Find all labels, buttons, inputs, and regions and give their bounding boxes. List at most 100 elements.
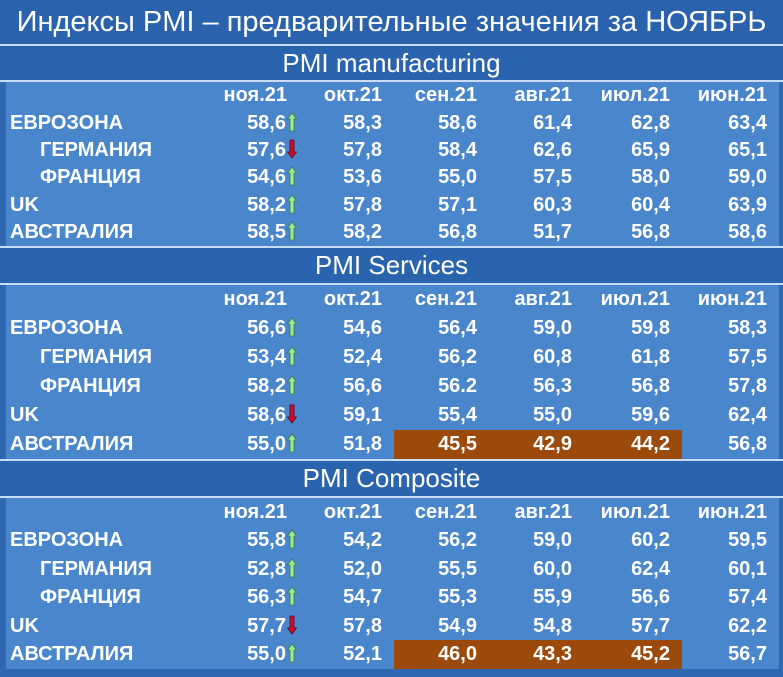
cell-value: 56,7 — [728, 642, 767, 665]
table-cell: 55,9 — [489, 584, 584, 612]
column-header: ноя.21 — [223, 501, 287, 524]
up-arrow-icon — [287, 166, 297, 186]
cell-value: 42,9 — [533, 433, 572, 456]
table-cell: 52,4 — [299, 343, 394, 372]
row-label: ФРАНЦИЯ — [40, 586, 141, 609]
cell-value: 58,5 — [247, 221, 286, 244]
table-cell: 60,2 — [584, 527, 682, 555]
cell-value: 61,4 — [533, 111, 572, 134]
cell-value: 62,8 — [631, 111, 670, 134]
header-blank — [6, 498, 204, 526]
table-cell: 62,4 — [584, 555, 682, 583]
cell-value: 63,4 — [728, 111, 767, 134]
table-cell: 57,8 — [299, 612, 394, 640]
row-label: АВСТРАЛИЯ — [10, 221, 134, 244]
table-cell: 55,5 — [394, 555, 489, 583]
cell-value: 56,8 — [728, 433, 767, 456]
table-row: ФРАНЦИЯ 56,3 54,7 55,3 55,9 56,6 57,4 — [6, 584, 779, 612]
cell-value: 60,0 — [533, 557, 572, 580]
cell-value: 57,1 — [438, 193, 477, 216]
table-cell: 56,8 — [394, 219, 489, 246]
table-cell: 61,4 — [489, 109, 584, 136]
cell-value: 52,0 — [343, 557, 382, 580]
table-cell: 57,8 — [299, 192, 394, 219]
row-label: АВСТРАЛИЯ — [10, 642, 134, 665]
table-row: ЕВРОЗОНА 55,8 54,2 56,2 59,0 60,2 59,5 — [6, 527, 779, 555]
column-header: ноя.21 — [223, 288, 287, 311]
table-cell: 56,4 — [394, 314, 489, 343]
table-cell: 58,2 — [204, 192, 299, 219]
table-cell: 57,7 — [204, 612, 299, 640]
cell-value: 54,9 — [438, 614, 477, 637]
header-blank — [6, 82, 204, 109]
table-cell: 58,6 — [394, 109, 489, 136]
down-arrow-icon — [287, 404, 297, 425]
cell-value: 52,8 — [247, 557, 286, 580]
row-label: UK — [10, 614, 39, 637]
cell-value: 55,0 — [533, 404, 572, 427]
cell-value: 44,2 — [631, 433, 670, 456]
cell-value: 58,2 — [247, 193, 286, 216]
up-arrow-icon — [287, 221, 297, 241]
up-arrow-icon — [287, 317, 297, 337]
up-arrow-icon — [287, 375, 297, 395]
cell-value: 55,0 — [247, 642, 286, 665]
cell-value: 56,8 — [631, 221, 670, 244]
cell-value: 45,5 — [438, 433, 477, 456]
table-cell: 58,0 — [584, 164, 682, 191]
cell-value: 46,0 — [438, 642, 477, 665]
table-cell: 65,9 — [584, 137, 682, 164]
cell-value: 62,2 — [728, 614, 767, 637]
cell-value: 57,4 — [728, 586, 767, 609]
column-header: июл.21 — [600, 501, 670, 524]
cell-value: 56,6 — [631, 586, 670, 609]
table-cell: 65,1 — [682, 137, 779, 164]
table-cell: 59,1 — [299, 401, 394, 430]
table-cell: 51,8 — [299, 430, 394, 459]
table-cell: 52,1 — [299, 640, 394, 668]
table-cell: 45,5 — [394, 430, 489, 460]
row-label: ГЕРМАНИЯ — [40, 346, 153, 369]
table-cell: 59,8 — [584, 314, 682, 343]
column-header: окт.21 — [323, 84, 382, 107]
cell-value: 55,0 — [438, 166, 477, 189]
cell-value: 58,3 — [728, 317, 767, 340]
cell-value: 55,8 — [247, 529, 286, 552]
cell-value: 54,2 — [343, 529, 382, 552]
table-row: ГЕРМАНИЯ 53,4 52,4 56,2 60,8 61,8 57,5 — [6, 343, 779, 372]
table-cell: 56,2 — [394, 343, 489, 372]
table-cell: 59,6 — [584, 401, 682, 430]
cell-value: 61,8 — [631, 346, 670, 369]
column-header: авг.21 — [514, 501, 572, 524]
table-cell: 58,5 — [204, 219, 299, 246]
cell-value: 52,1 — [343, 642, 382, 665]
up-arrow-icon — [287, 558, 297, 578]
cell-value: 62,4 — [631, 557, 670, 580]
cell-value: 51,7 — [533, 221, 572, 244]
cell-value: 60,1 — [728, 557, 767, 580]
table-cell: 55,4 — [394, 401, 489, 430]
table-cell: 57,6 — [204, 137, 299, 164]
row-label: ФРАНЦИЯ — [40, 166, 141, 189]
cell-value: 54,6 — [247, 166, 286, 189]
up-arrow-icon — [287, 643, 297, 663]
table-row: ФРАНЦИЯ 58,2 56,6 56.2 56,3 56,8 57,8 — [6, 372, 779, 401]
column-header: сен.21 — [414, 84, 477, 107]
cell-value: 59,1 — [343, 404, 382, 427]
table-cell: 56,6 — [584, 584, 682, 612]
table-row: АВСТРАЛИЯ 55,0 51,8 45,5 42,9 44,2 56,8 — [6, 430, 779, 460]
cell-value: 57,7 — [247, 614, 286, 637]
section-composite: PMI Composite ноя.21 окт.21 сен.21 авг.21 ию… — [0, 459, 783, 669]
up-arrow-icon — [287, 433, 297, 453]
table-cell: 58,6 — [204, 401, 299, 430]
cell-value: 51,8 — [343, 433, 382, 456]
table-cell: 57,7 — [584, 612, 682, 640]
cell-value: 58,0 — [631, 166, 670, 189]
cell-value: 57,5 — [728, 346, 767, 369]
table-cell: 58,3 — [682, 314, 779, 343]
cell-value: 57,8 — [343, 614, 382, 637]
table-cell: 55,3 — [394, 584, 489, 612]
cell-value: 56,6 — [343, 375, 382, 398]
cell-value: 59,6 — [631, 404, 670, 427]
column-header: июн.21 — [697, 84, 767, 107]
